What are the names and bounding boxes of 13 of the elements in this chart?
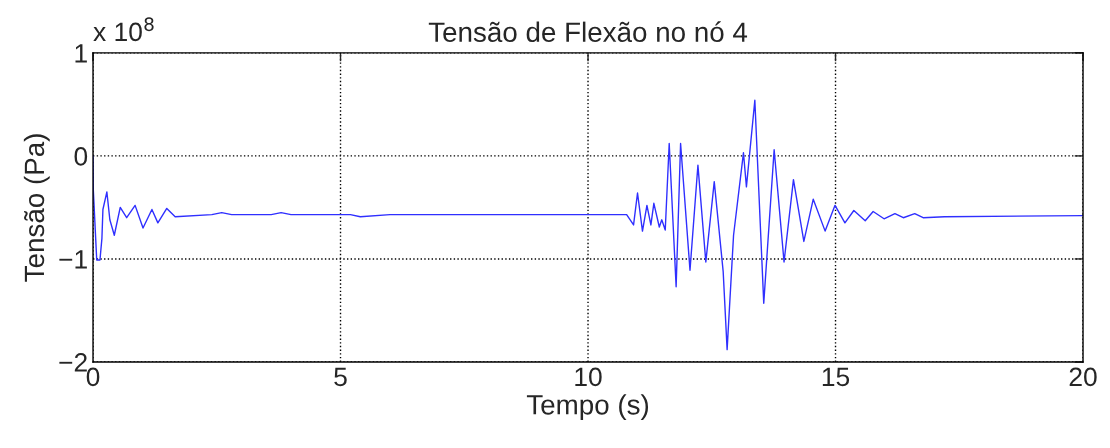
text: x 10$^{8}$ — [93, 17, 154, 42]
line-series — [93, 99, 1084, 351]
x-axis-title: Tempo (s) — [526, 394, 649, 421]
y-tick-label: 0 — [74, 147, 88, 166]
x-tick-label: 5 — [334, 367, 347, 387]
y-axis-title: Tensão (Pa) — [23, 134, 50, 282]
y-tick-label: −1 — [59, 250, 87, 269]
x-tick-label: 10 — [575, 367, 602, 387]
x-tick-label: 20 — [1069, 367, 1097, 387]
chart-title: Tensão de Flexão no nó 4 — [428, 21, 748, 43]
y-tick-label: 1 — [75, 44, 87, 63]
x-tick-label: 15 — [822, 367, 850, 387]
y-tick-label: −2 — [59, 353, 87, 372]
